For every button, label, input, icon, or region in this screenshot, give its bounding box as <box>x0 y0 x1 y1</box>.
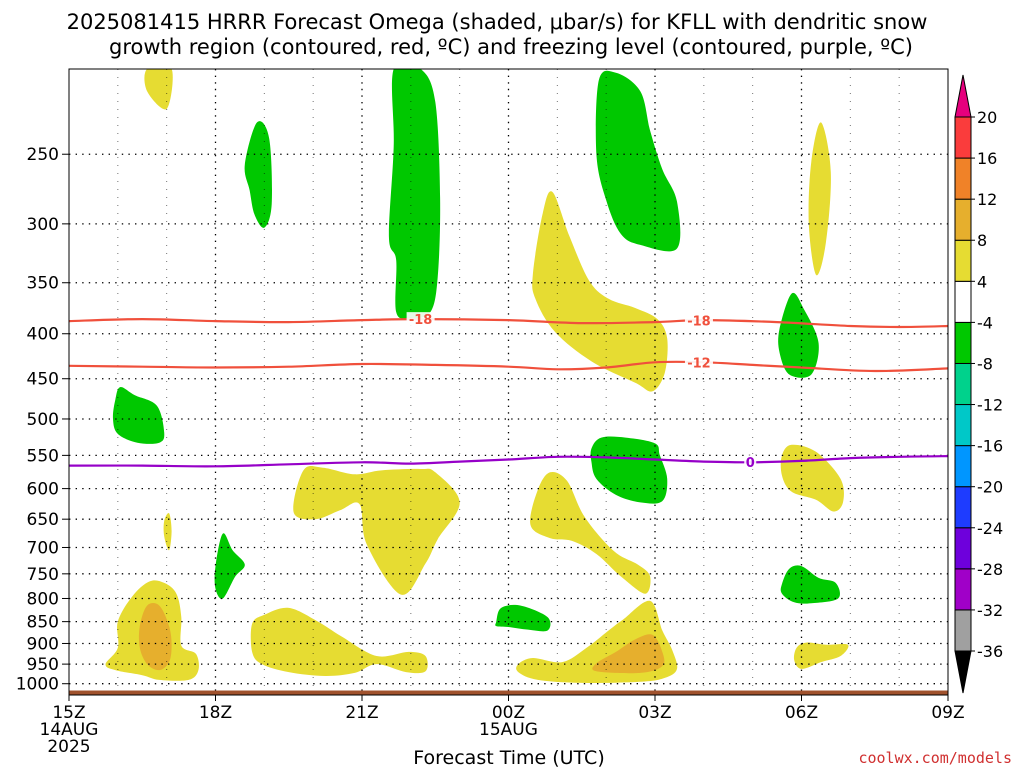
colorbar-label: -20 <box>977 478 1003 497</box>
colorbar-swatch <box>954 157 972 200</box>
y-tick-label-750: 750 <box>27 565 59 585</box>
omega-region-12 <box>530 471 651 594</box>
omega-region-13 <box>163 512 172 551</box>
y-tick-label-350: 350 <box>27 274 59 294</box>
x-tick-label-18Z: 18Z <box>199 703 232 723</box>
temperature-contours: -18 -18 -12 0 <box>69 312 948 471</box>
colorbar-label: 8 <box>977 231 987 250</box>
colorbar-swatch <box>954 609 972 652</box>
terrain-fill <box>69 690 948 695</box>
colorbar-label: -32 <box>977 601 1003 620</box>
y-tick-label-600: 600 <box>27 480 59 500</box>
colorbar-swatch <box>954 404 972 447</box>
chart-title-line2: growth region (contoured, red, ºC) and f… <box>109 35 913 59</box>
contour-label-bg <box>684 355 713 370</box>
colorbar-label: -28 <box>977 560 1003 579</box>
contour-label--12: -12 <box>687 356 711 371</box>
contour-label-bg <box>406 312 435 327</box>
y-tick-label-800: 800 <box>27 589 59 609</box>
x-tick-label-21Z: 21Z <box>345 703 378 723</box>
colorbar-swatch <box>954 321 972 364</box>
omega-region-6 <box>808 122 831 276</box>
colorbar-swatch <box>954 568 972 611</box>
contour-label--18: -18 <box>409 313 433 328</box>
chart-title-line1: 2025081415 HRRR Forecast Omega (shaded, … <box>67 10 928 34</box>
omega-region-4 <box>595 70 681 252</box>
terrain-band <box>69 690 948 695</box>
omega-region-9 <box>590 436 668 504</box>
omega-region-18 <box>138 603 172 671</box>
colorbar-label: 16 <box>977 149 997 168</box>
colorbar-label: 20 <box>977 108 997 127</box>
omega-region-3 <box>388 69 441 319</box>
omega-region-15 <box>780 565 841 604</box>
colorbar-label: -4 <box>977 313 993 332</box>
y-tick-label-250: 250 <box>27 145 59 165</box>
y-tick-label-650: 650 <box>27 510 59 530</box>
omega-region-7 <box>778 292 819 378</box>
omega-shaded-regions <box>105 69 849 684</box>
colorbar-label: -36 <box>977 642 1003 661</box>
omega-region-8 <box>112 387 165 444</box>
colorbar-swatch <box>954 116 972 159</box>
credit-text: coolwx.com/models <box>858 749 1012 767</box>
colorbar-swatch <box>954 239 972 282</box>
x-tick-label-06Z: 06Z <box>785 703 818 723</box>
omega-region-14 <box>214 533 245 599</box>
x-tick-label-09Z: 09Z <box>931 703 964 723</box>
omega-region-5 <box>532 191 668 392</box>
contour-label-0: 0 <box>746 456 755 471</box>
contour-label--18: -18 <box>687 314 711 329</box>
colorbar-swatch <box>954 280 972 323</box>
colorbar-top-arrow <box>954 74 972 118</box>
y-tick-label-400: 400 <box>27 325 59 345</box>
omega-region-11 <box>293 465 460 595</box>
x-date-label: 14AUG <box>40 720 99 740</box>
contour-line--12 <box>69 360 948 373</box>
y-tick-label-500: 500 <box>27 410 59 430</box>
x-axis-label: Forecast Time (UTC) <box>413 747 604 768</box>
omega-region-10 <box>780 444 844 512</box>
pressure-axis: 2503003504004505005506006507007508008509… <box>16 145 69 695</box>
y-tick-label-950: 950 <box>27 655 59 675</box>
colorbar-label: -16 <box>977 437 1003 456</box>
omega-colorbar: -36 -32 -28 -24 -20 -16 -12 -8 -4 4 8 12 16 20 <box>954 74 1003 694</box>
x-tick-label-03Z: 03Z <box>638 703 671 723</box>
y-tick-label-700: 700 <box>27 538 59 558</box>
y-tick-label-300: 300 <box>27 215 59 235</box>
omega-region-19 <box>250 607 428 677</box>
colorbar-label: -12 <box>977 396 1003 415</box>
omega-region-22 <box>793 642 849 669</box>
y-tick-label-550: 550 <box>27 446 59 466</box>
x-date-label: 15AUG <box>479 720 538 740</box>
omega-region-2 <box>244 121 272 228</box>
colorbar-bottom-arrow <box>954 650 972 694</box>
omega-region-16 <box>495 604 551 632</box>
colorbar-swatch <box>954 486 972 529</box>
grid-lines <box>69 69 948 695</box>
colorbar-label: 12 <box>977 190 997 209</box>
contour-label-bg <box>744 455 757 470</box>
colorbar-swatch <box>954 362 972 406</box>
colorbar-label: 4 <box>977 272 987 291</box>
x-tick-label-15Z: 15Z <box>52 703 85 723</box>
x-date-label: 2025 <box>47 737 90 757</box>
y-tick-label-900: 900 <box>27 634 59 654</box>
omega-region-1 <box>144 69 173 110</box>
colorbar-swatch <box>954 445 972 488</box>
contour-line-0 <box>69 455 948 468</box>
colorbar-label: -24 <box>977 519 1003 538</box>
y-tick-label-450: 450 <box>27 370 59 390</box>
contour-line--18 <box>69 317 948 329</box>
x-tick-label-00Z: 00Z <box>492 703 525 723</box>
contour-label-bg <box>684 313 713 328</box>
colorbar-swatch <box>954 527 972 570</box>
colorbar-swatch <box>954 198 972 241</box>
y-tick-label-1000: 1000 <box>16 675 59 695</box>
y-tick-label-850: 850 <box>27 613 59 633</box>
colorbar-label: -8 <box>977 354 993 373</box>
